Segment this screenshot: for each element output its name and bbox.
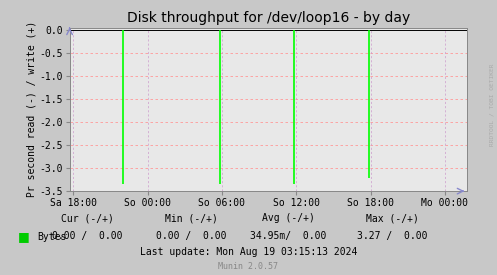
Text: 0.00 /  0.00: 0.00 / 0.00: [156, 232, 227, 241]
Text: Bytes: Bytes: [37, 232, 67, 241]
Text: ■: ■: [17, 230, 29, 243]
Text: RRDTOOL / TOBI OETIKER: RRDTOOL / TOBI OETIKER: [490, 63, 495, 146]
Text: Munin 2.0.57: Munin 2.0.57: [219, 262, 278, 271]
Text: Avg (-/+): Avg (-/+): [262, 213, 315, 223]
Y-axis label: Pr second read (-) / write (+): Pr second read (-) / write (+): [26, 21, 36, 197]
Text: Min (-/+): Min (-/+): [165, 213, 218, 223]
Text: Cur (-/+): Cur (-/+): [61, 213, 113, 223]
Text: 0.00 /  0.00: 0.00 / 0.00: [52, 232, 122, 241]
Text: Last update: Mon Aug 19 03:15:13 2024: Last update: Mon Aug 19 03:15:13 2024: [140, 247, 357, 257]
Title: Disk throughput for /dev/loop16 - by day: Disk throughput for /dev/loop16 - by day: [127, 11, 410, 25]
Text: 3.27 /  0.00: 3.27 / 0.00: [357, 232, 428, 241]
Text: 34.95m/  0.00: 34.95m/ 0.00: [250, 232, 327, 241]
Text: Max (-/+): Max (-/+): [366, 213, 419, 223]
